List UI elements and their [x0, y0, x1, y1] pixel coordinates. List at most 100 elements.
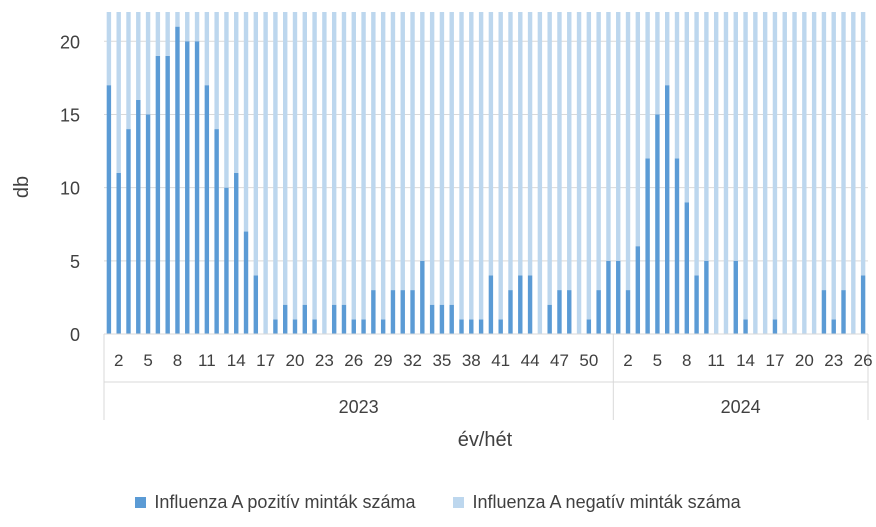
bar-negative-51	[606, 12, 611, 261]
bar-negative-25	[351, 12, 356, 320]
bar-negative-61	[704, 12, 709, 261]
bar-positive-53	[625, 290, 631, 334]
bar-negative-32	[420, 12, 425, 261]
bar-negative-67	[762, 12, 768, 334]
bar-negative-1	[116, 12, 121, 173]
bar-positive-56	[655, 114, 660, 334]
x-tick-label-2023-44: 44	[521, 351, 540, 370]
bar-negative-76	[851, 12, 856, 334]
x-tick-label-2024-17: 17	[765, 351, 784, 370]
bar-negative-22	[322, 12, 327, 334]
bar-positive-1	[116, 173, 121, 334]
bar-negative-71	[802, 12, 807, 334]
x-tick-label-2023-47: 47	[550, 351, 569, 370]
bar-positive-25	[351, 319, 356, 334]
bar-negative-53	[625, 12, 631, 291]
bar-negative-75	[841, 12, 846, 291]
bar-positive-65	[743, 319, 748, 334]
bar-negative-56	[655, 12, 660, 115]
bar-positive-40	[498, 319, 503, 334]
bar-positive-17	[273, 319, 278, 334]
bar-negative-5	[155, 12, 161, 56]
legend-swatch-negative	[453, 497, 465, 508]
bar-positive-32	[420, 260, 425, 334]
bar-negative-8	[185, 12, 190, 42]
bar-positive-0	[106, 85, 112, 334]
bar-negative-16	[263, 12, 268, 334]
bar-negative-34	[439, 12, 445, 305]
bar-negative-14	[243, 12, 249, 232]
bar-negative-41	[508, 12, 513, 291]
y-tick-label-20: 20	[60, 32, 80, 52]
bar-positive-30	[400, 290, 405, 334]
bar-negative-10	[204, 12, 210, 86]
bar-negative-31	[410, 12, 415, 291]
bar-negative-2	[126, 12, 131, 130]
bar-negative-30	[400, 12, 405, 291]
bar-negative-46	[557, 12, 562, 291]
bar-negative-49	[586, 12, 592, 320]
bar-negative-24	[341, 12, 347, 305]
bar-negative-23	[331, 12, 337, 305]
bar-positive-2	[126, 129, 131, 334]
bar-negative-58	[674, 12, 680, 159]
bar-negative-0	[106, 12, 112, 86]
bar-negative-63	[723, 12, 729, 334]
bar-negative-15	[253, 12, 259, 276]
bar-negative-11	[214, 12, 219, 130]
legend-item-negative: Influenza A negatív minták száma	[453, 492, 741, 513]
x-tick-label-2023-8: 8	[173, 351, 182, 370]
bar-positive-58	[674, 158, 680, 334]
bar-negative-13	[234, 12, 239, 173]
bar-negative-26	[361, 12, 366, 320]
legend-item-positive: Influenza A pozitív minták száma	[135, 492, 415, 513]
legend-swatch-positive	[135, 497, 147, 508]
x-tick-label-2024-20: 20	[795, 351, 814, 370]
bar-negative-33	[429, 12, 435, 305]
x-tick-label-2023-26: 26	[344, 351, 363, 370]
x-tick-label-2023-32: 32	[403, 351, 422, 370]
x-tick-label-2024-5: 5	[653, 351, 662, 370]
bar-negative-6	[165, 12, 170, 56]
bar-positive-51	[606, 260, 611, 334]
bar-negative-42	[518, 12, 523, 276]
bar-positive-31	[410, 290, 415, 334]
x-tick-label-2023-17: 17	[256, 351, 275, 370]
bar-positive-27	[371, 290, 376, 334]
bar-positive-50	[596, 290, 601, 334]
bar-negative-52	[616, 12, 621, 261]
bar-positive-43	[527, 275, 533, 334]
bar-positive-19	[292, 319, 298, 334]
bar-negative-20	[302, 12, 307, 305]
x-tick-label-2023-38: 38	[462, 351, 481, 370]
bar-negative-44	[537, 12, 543, 334]
x-tick-label-2024-8: 8	[682, 351, 691, 370]
bar-negative-27	[371, 12, 376, 291]
bar-negative-21	[312, 12, 317, 320]
bar-positive-33	[429, 304, 435, 334]
x-tick-label-2023-11: 11	[198, 351, 216, 370]
bar-positive-13	[234, 173, 239, 334]
bar-positive-3	[136, 99, 141, 335]
bar-positive-11	[214, 129, 219, 334]
y-tick-label-15: 15	[60, 105, 80, 125]
bar-negative-28	[380, 12, 386, 320]
bar-positive-26	[361, 319, 366, 334]
x-tick-label-2024-26: 26	[854, 351, 873, 370]
x-tick-label-2023-14: 14	[227, 351, 246, 370]
bar-positive-59	[684, 202, 689, 334]
bar-positive-4	[145, 114, 151, 334]
bar-negative-73	[821, 12, 827, 291]
bar-positive-41	[508, 290, 513, 334]
bar-positive-37	[469, 319, 474, 334]
x-tick-label-2023-35: 35	[432, 351, 451, 370]
bar-negative-48	[576, 12, 582, 334]
bar-positive-42	[518, 275, 523, 334]
x-tick-label-2023-2: 2	[114, 351, 123, 370]
bar-positive-5	[155, 55, 161, 335]
x-tick-label-2024-2: 2	[623, 351, 632, 370]
bar-negative-57	[665, 12, 670, 86]
bar-positive-46	[557, 290, 562, 334]
bar-negative-29	[390, 12, 396, 291]
